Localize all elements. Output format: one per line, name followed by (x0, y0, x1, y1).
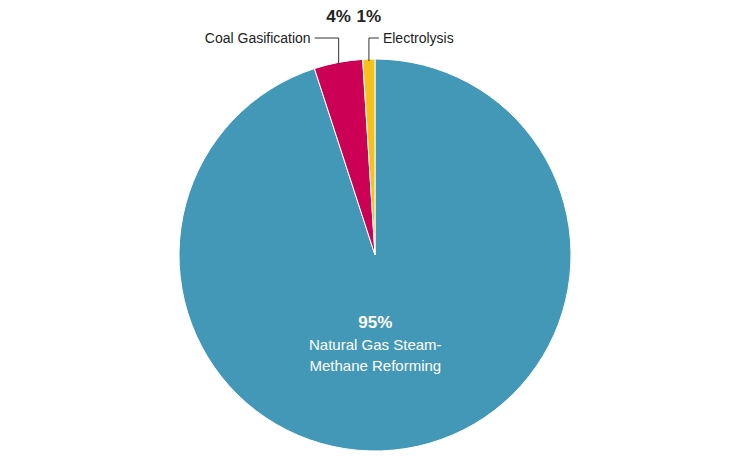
value-label: 95% (358, 313, 392, 332)
category-label: Natural Gas Steam-Methane Reforming (309, 336, 442, 374)
category-label: Electrolysis (383, 30, 454, 46)
category-label: Coal Gasification (205, 30, 311, 46)
leader-line (315, 38, 339, 64)
slice-label: 4% Coal Gasification (205, 7, 351, 64)
slice-label: 1%Electrolysis (357, 7, 454, 61)
value-label: 1% (357, 7, 382, 26)
slice (314, 59, 375, 255)
value-label: 4% (326, 7, 351, 26)
pie (179, 59, 571, 451)
chart: 95% Natural Gas Steam-Methane Reforming 4%… (0, 0, 750, 460)
slice (363, 59, 375, 255)
slice-label: 95% Natural Gas Steam-Methane Reforming (309, 313, 442, 374)
labels: 95% Natural Gas Steam-Methane Reforming 4%… (205, 7, 454, 374)
leader-line (369, 38, 379, 61)
slice (179, 59, 571, 451)
